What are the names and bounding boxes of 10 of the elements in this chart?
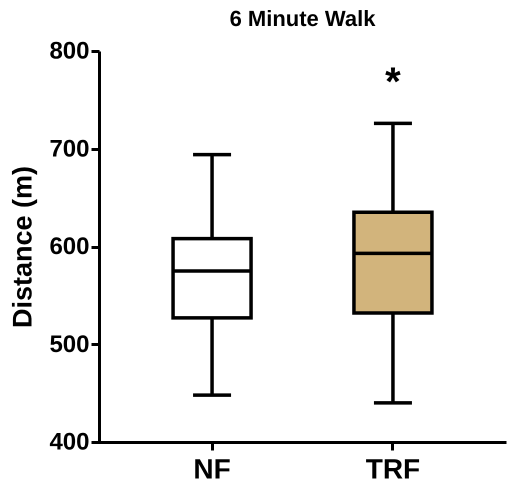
y-axis-title: Distance (m) xyxy=(7,166,38,328)
chart-title: 6 Minute Walk xyxy=(230,6,376,31)
y-tick-label: 800 xyxy=(49,38,90,64)
annotation: * xyxy=(385,60,402,104)
x-tick-label: NF xyxy=(193,454,231,484)
y-tick-label: 500 xyxy=(49,330,90,358)
y-tick-label: 400 xyxy=(49,428,90,456)
x-tick-label: TRF xyxy=(366,454,420,484)
y-tick-label: 700 xyxy=(49,135,90,162)
y-tick-label: 600 xyxy=(49,233,90,260)
